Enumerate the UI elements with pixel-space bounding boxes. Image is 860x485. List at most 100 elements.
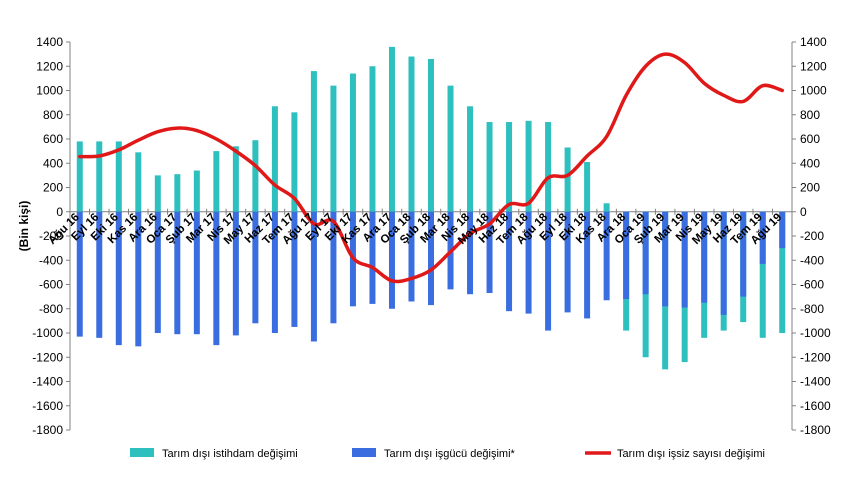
- bar-isgucu: [467, 211, 474, 295]
- bar-isgucu: [720, 211, 727, 315]
- bar-istihdam: [310, 71, 317, 212]
- bar-istihdam: [135, 152, 142, 212]
- bar-istihdam: [115, 141, 122, 212]
- y-tick-label-right: -600: [800, 278, 824, 292]
- bar-isgucu: [76, 211, 83, 337]
- bar-istihdam: [369, 66, 376, 212]
- y-tick-label-left: -800: [39, 302, 63, 316]
- bar-istihdam: [213, 151, 220, 212]
- y-tick-label-left: -1000: [32, 326, 63, 340]
- bar-isgucu: [291, 211, 298, 327]
- bar-istihdam: [232, 146, 239, 212]
- bar-isgucu: [701, 211, 708, 303]
- bar-isgucu: [486, 211, 493, 293]
- y-tick-label-left: -1800: [32, 423, 63, 437]
- legend-label: Tarım dışı işgücü değişimi*: [384, 448, 516, 460]
- y-tick-label-right: -800: [800, 302, 824, 316]
- bar-istihdam: [193, 170, 200, 212]
- bar-isgucu: [408, 211, 415, 302]
- legend: Tarım dışı istihdam değişimi Tarım dışı i…: [130, 448, 765, 460]
- bar-istihdam: [447, 85, 454, 212]
- bar-istihdam: [252, 140, 259, 212]
- y-tick-label-right: 1200: [800, 59, 827, 73]
- bar-isgucu: [115, 211, 122, 346]
- bar-istihdam: [603, 203, 610, 212]
- bar-isgucu: [603, 211, 610, 301]
- bar-istihdam: [525, 120, 532, 212]
- y-tick-label-right: 1000: [800, 84, 827, 98]
- bar-istihdam: [154, 175, 161, 212]
- y-tick-label-left: 400: [43, 156, 63, 170]
- y-tick-label-right: -1000: [800, 326, 831, 340]
- y-tick-label-right: 800: [800, 108, 820, 122]
- bar-istihdam: [388, 46, 395, 212]
- bars: [76, 46, 786, 370]
- y-tick-label-left: 1000: [36, 84, 63, 98]
- bar-isgucu: [310, 211, 317, 342]
- bar-isgucu: [428, 211, 434, 306]
- y-tick-label-left: -1200: [32, 350, 63, 364]
- line-series: [78, 52, 784, 284]
- bar-isgucu: [213, 211, 220, 346]
- y-tick-label-left: 1400: [36, 35, 63, 49]
- bar-istihdam: [467, 106, 474, 212]
- bar-istihdam: [96, 141, 103, 212]
- bar-isgucu: [681, 211, 688, 308]
- bar-isgucu: [759, 211, 766, 264]
- bar-istihdam: [584, 162, 591, 212]
- y-tick-label-right: -400: [800, 253, 824, 267]
- bar-istihdam: [759, 211, 766, 338]
- bar-istihdam: [349, 73, 356, 212]
- bar-isgucu: [252, 211, 259, 324]
- bar-istihdam: [779, 211, 786, 333]
- bar-isgucu: [388, 211, 395, 309]
- line-issiz: [78, 52, 784, 284]
- y-tick-label-right: 200: [800, 181, 820, 195]
- bar-isgucu: [96, 211, 103, 338]
- legend-label: Tarım dışı işsiz sayısı değişimi: [617, 448, 765, 460]
- y-tick-label-left: 1200: [36, 59, 63, 73]
- bar-isgucu: [545, 211, 552, 331]
- bar-isgucu: [740, 211, 747, 297]
- bar-isgucu: [623, 211, 630, 300]
- y-tick-label-right: 600: [800, 132, 820, 146]
- bar-istihdam: [506, 122, 513, 212]
- y-tick-label-left: -600: [39, 278, 63, 292]
- top-strip: [0, 0, 860, 8]
- bar-isgucu: [662, 211, 669, 307]
- bar-isgucu: [232, 211, 239, 336]
- y-axis-title: (Bin kişi): [17, 201, 31, 252]
- y-tick-label-left: -400: [39, 253, 63, 267]
- bar-isgucu: [642, 211, 649, 295]
- y-tick-label-left: 0: [56, 205, 63, 219]
- y-tick-label-right: -1600: [800, 399, 831, 413]
- bar-isgucu: [271, 211, 278, 333]
- bar-isgucu: [564, 211, 571, 313]
- bar-isgucu: [193, 211, 200, 335]
- bar-istihdam: [291, 112, 298, 212]
- legend-label: Tarım dışı istihdam değişimi: [162, 448, 298, 460]
- bar-istihdam: [408, 56, 415, 212]
- bar-isgucu: [779, 211, 786, 249]
- y-tick-label-right: -1800: [800, 423, 831, 437]
- bar-istihdam: [330, 85, 337, 212]
- bar-isgucu: [135, 211, 142, 347]
- bar-isgucu: [330, 211, 337, 324]
- axes: 1400 1400 1200 1200 1000 1000 800 800 600 600 400 4…: [32, 35, 831, 437]
- y-tick-label-right: -1200: [800, 350, 831, 364]
- y-tick-label-right: 1400: [800, 35, 827, 49]
- bar-isgucu: [174, 211, 181, 335]
- legend-swatch: [130, 448, 154, 457]
- bar-istihdam: [428, 58, 434, 212]
- y-tick-label-left: 600: [43, 132, 63, 146]
- bar-istihdam: [486, 122, 493, 212]
- y-tick-label-left: 800: [43, 108, 63, 122]
- y-tick-label-left: -200: [39, 229, 63, 243]
- bar-isgucu: [154, 211, 161, 333]
- y-tick-label-right: -200: [800, 229, 824, 243]
- bar-isgucu: [584, 211, 591, 319]
- bar-istihdam: [545, 122, 552, 212]
- y-tick-label-left: -1600: [32, 399, 63, 413]
